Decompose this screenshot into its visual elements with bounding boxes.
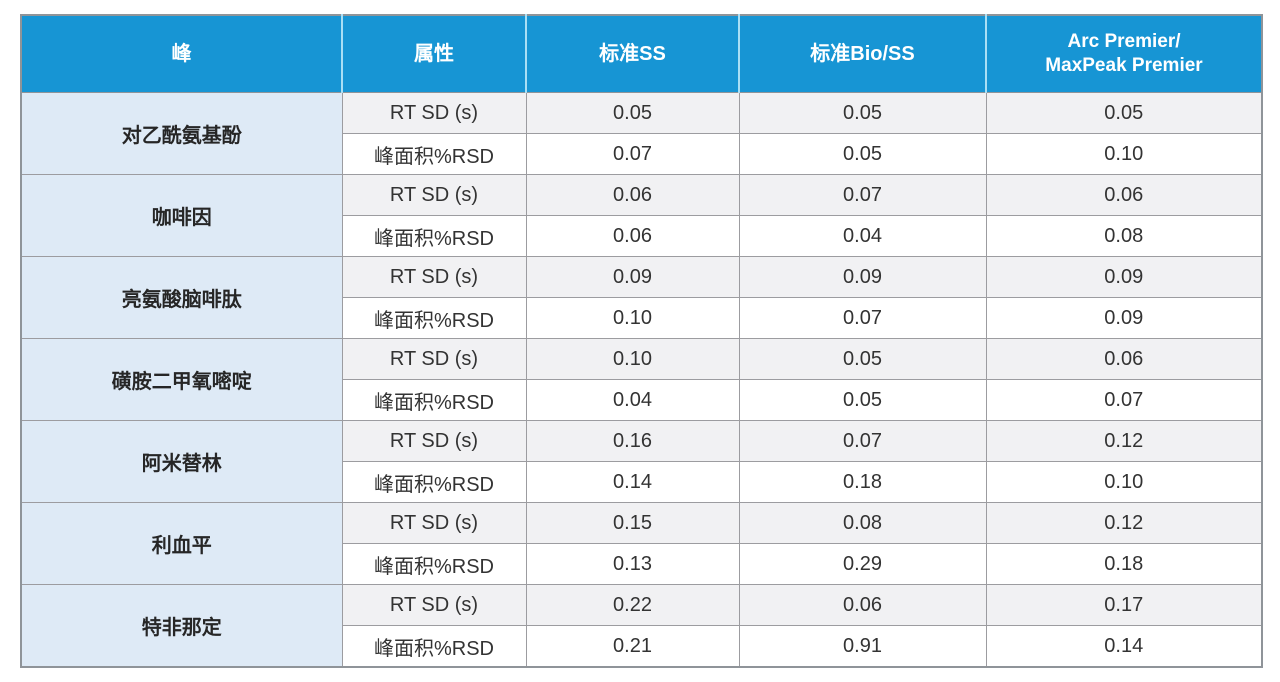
peak-name-cell: 阿米替林 xyxy=(20,420,343,503)
value-cell: 0.12 xyxy=(985,420,1263,462)
value-cell: 0.14 xyxy=(525,461,740,503)
header-attribute: 属性 xyxy=(342,15,527,93)
value-cell: 0.18 xyxy=(738,461,987,503)
table-row: 特非那定 RT SD (s) 0.22 0.06 0.17 xyxy=(20,584,1263,668)
value-cell: 0.10 xyxy=(525,297,740,339)
attribute-cell: 峰面积%RSD xyxy=(341,543,527,585)
table-row: 峰面积%RSD 0.14 0.18 0.10 xyxy=(21,461,1263,503)
attribute-cell: RT SD (s) xyxy=(341,174,527,216)
value-cell: 0.08 xyxy=(985,215,1263,257)
attribute-cell: 峰面积%RSD xyxy=(341,379,527,421)
results-table: 峰 属性 标准SS 标准Bio/SS Arc Premier/ MaxPeak … xyxy=(20,14,1263,668)
attribute-cell: 峰面积%RSD xyxy=(341,625,527,668)
attribute-cell: RT SD (s) xyxy=(341,338,527,380)
header-peak: 峰 xyxy=(21,15,343,93)
table-body: 对乙酰氨基酚 RT SD (s) 0.05 0.05 0.05 峰面积%RSD … xyxy=(20,92,1263,668)
table-row: 峰面积%RSD 0.21 0.91 0.14 xyxy=(21,625,1263,668)
header-arc-premier: Arc Premier/ MaxPeak Premier xyxy=(986,15,1262,93)
value-cell: 0.05 xyxy=(738,92,987,134)
value-cell: 0.29 xyxy=(738,543,987,585)
value-cell: 0.18 xyxy=(985,543,1263,585)
value-cell: 0.06 xyxy=(738,584,987,626)
value-cell: 0.13 xyxy=(525,543,740,585)
table-row: 磺胺二甲氧嘧啶 RT SD (s) 0.10 0.05 0.06 xyxy=(20,338,1263,421)
value-cell: 0.05 xyxy=(525,92,740,134)
attribute-cell: RT SD (s) xyxy=(341,584,527,626)
value-cell: 0.09 xyxy=(738,256,987,298)
value-cell: 0.17 xyxy=(985,584,1263,626)
value-cell: 0.04 xyxy=(738,215,987,257)
value-cell: 0.15 xyxy=(525,502,740,544)
attribute-cell: 峰面积%RSD xyxy=(341,297,527,339)
table-row: 对乙酰氨基酚 RT SD (s) 0.05 0.05 0.05 xyxy=(20,92,1263,175)
attribute-cell: RT SD (s) xyxy=(341,502,527,544)
peak-name-cell: 特非那定 xyxy=(20,584,343,668)
value-cell: 0.06 xyxy=(525,215,740,257)
value-cell: 0.16 xyxy=(525,420,740,462)
value-cell: 0.09 xyxy=(985,256,1263,298)
value-cell: 0.05 xyxy=(738,338,987,380)
attribute-cell: RT SD (s) xyxy=(341,420,527,462)
value-cell: 0.21 xyxy=(525,625,740,668)
header-std-ss: 标准SS xyxy=(526,15,740,93)
peak-name-cell: 亮氨酸脑啡肽 xyxy=(20,256,343,339)
value-cell: 0.07 xyxy=(738,174,987,216)
value-cell: 0.07 xyxy=(738,297,987,339)
value-cell: 0.06 xyxy=(525,174,740,216)
attribute-cell: RT SD (s) xyxy=(341,256,527,298)
value-cell: 0.07 xyxy=(985,379,1263,421)
value-cell: 0.10 xyxy=(985,461,1263,503)
value-cell: 0.22 xyxy=(525,584,740,626)
value-cell: 0.14 xyxy=(985,625,1263,668)
value-cell: 0.10 xyxy=(985,133,1263,175)
header-row: 峰 属性 标准SS 标准Bio/SS Arc Premier/ MaxPeak … xyxy=(21,15,1262,93)
table-row: 峰面积%RSD 0.07 0.05 0.10 xyxy=(21,133,1263,175)
table-row: 峰面积%RSD 0.06 0.04 0.08 xyxy=(21,215,1263,257)
value-cell: 0.07 xyxy=(525,133,740,175)
table-row: 咖啡因 RT SD (s) 0.06 0.07 0.06 xyxy=(20,174,1263,257)
value-cell: 0.04 xyxy=(525,379,740,421)
value-cell: 0.09 xyxy=(525,256,740,298)
value-cell: 0.05 xyxy=(985,92,1263,134)
value-cell: 0.06 xyxy=(985,338,1263,380)
table-row: 利血平 RT SD (s) 0.15 0.08 0.12 xyxy=(20,502,1263,585)
table-row: 峰面积%RSD 0.13 0.29 0.18 xyxy=(21,543,1263,585)
value-cell: 0.05 xyxy=(738,379,987,421)
attribute-cell: 峰面积%RSD xyxy=(341,215,527,257)
table-row: 亮氨酸脑啡肽 RT SD (s) 0.09 0.09 0.09 xyxy=(20,256,1263,339)
table-header: 峰 属性 标准SS 标准Bio/SS Arc Premier/ MaxPeak … xyxy=(21,15,1262,93)
attribute-cell: 峰面积%RSD xyxy=(341,133,527,175)
peak-name-cell: 对乙酰氨基酚 xyxy=(20,92,343,175)
attribute-cell: RT SD (s) xyxy=(341,92,527,134)
value-cell: 0.05 xyxy=(738,133,987,175)
value-cell: 0.08 xyxy=(738,502,987,544)
table-row: 阿米替林 RT SD (s) 0.16 0.07 0.12 xyxy=(20,420,1263,503)
value-cell: 0.12 xyxy=(985,502,1263,544)
table-row: 峰面积%RSD 0.04 0.05 0.07 xyxy=(21,379,1263,421)
peak-name-cell: 磺胺二甲氧嘧啶 xyxy=(20,338,343,421)
attribute-cell: 峰面积%RSD xyxy=(341,461,527,503)
table-row: 峰面积%RSD 0.10 0.07 0.09 xyxy=(21,297,1263,339)
value-cell: 0.06 xyxy=(985,174,1263,216)
value-cell: 0.07 xyxy=(738,420,987,462)
value-cell: 0.10 xyxy=(525,338,740,380)
value-cell: 0.91 xyxy=(738,625,987,668)
peak-name-cell: 利血平 xyxy=(20,502,343,585)
header-std-bio-ss: 标准Bio/SS xyxy=(739,15,987,93)
value-cell: 0.09 xyxy=(985,297,1263,339)
peak-name-cell: 咖啡因 xyxy=(20,174,343,257)
